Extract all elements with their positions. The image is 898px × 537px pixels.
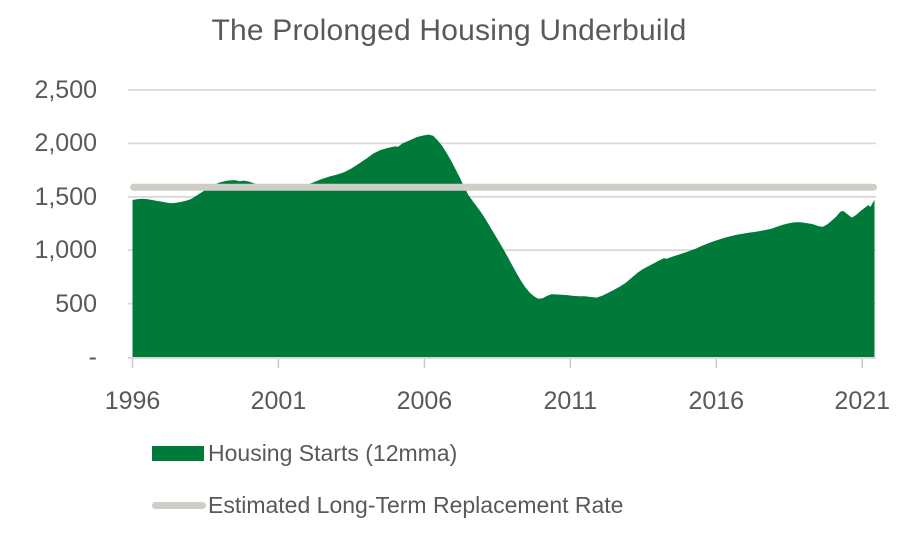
line-swatch-icon [152, 501, 206, 509]
x-axis-label: 2011 [543, 387, 598, 415]
chart-title: The Prolonged Housing Underbuild [211, 14, 687, 47]
x-axis-label: 2006 [396, 387, 453, 415]
legend: Housing Starts (12mma) Estimated Long-Te… [152, 440, 623, 537]
area-swatch-icon [152, 445, 204, 461]
legend-label: Housing Starts (12mma) [208, 439, 458, 466]
x-axis-label: 2016 [688, 387, 745, 415]
legend-item-replacement-rate: Estimated Long-Term Replacement Rate [152, 492, 623, 518]
y-axis-label: 2,000 [34, 129, 97, 158]
x-axis-label: 1996 [104, 387, 161, 415]
y-axis-label: - [88, 343, 97, 371]
y-axis-label: 1,500 [34, 182, 97, 211]
legend-label: Estimated Long-Term Replacement Rate [208, 491, 624, 518]
housing-starts-area [132, 134, 875, 357]
x-axis-label: 2021 [834, 387, 891, 415]
y-axis-label: 1,000 [34, 236, 97, 265]
x-axis-label: 2001 [250, 387, 307, 415]
y-axis-label: 2,500 [34, 76, 97, 104]
y-axis-label: 500 [55, 289, 97, 318]
legend-item-housing-starts: Housing Starts (12mma) [152, 440, 623, 466]
